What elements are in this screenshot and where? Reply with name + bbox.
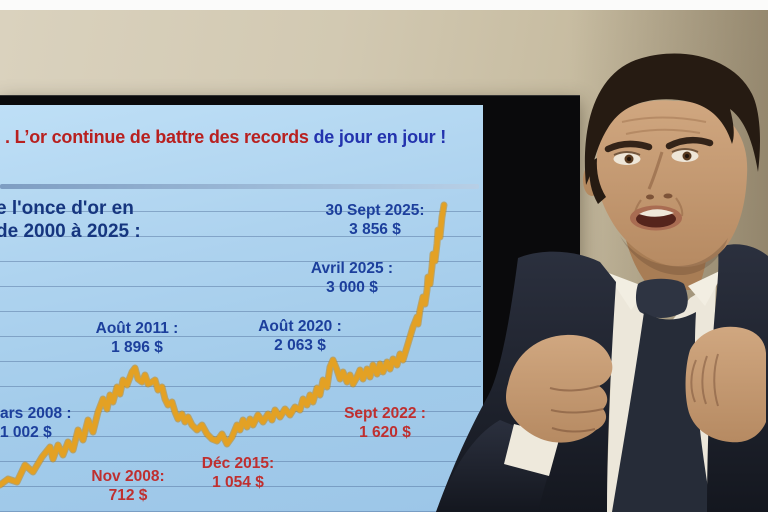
annotation-line: ars 2008 : [0,405,72,422]
nostril [646,194,654,200]
nostril [663,193,673,199]
chart-annotation-nov-2008: Nov 2008: 712 $ [91,467,164,505]
annotation-line: Août 2020 : [258,318,342,335]
annotation-line: 2 063 $ [274,337,326,354]
top-white-bar [0,0,768,10]
presenter-hand-right [685,326,766,443]
presenter-hand-left [506,334,613,443]
tie-knot [635,278,688,318]
chart-annotation-aout-2011: Août 2011 : 1 896 $ [96,319,179,357]
presenter-nose [647,151,664,190]
annotation-line: 1 054 $ [212,474,264,491]
gold-price-chart [0,201,448,489]
gold-price-line [0,202,447,488]
chin-shadow [620,236,728,276]
chart-subtitle: e l'once d'or en de 2000 à 2025 : [0,197,141,243]
slide-title-red: . L’or continue de battre des records [5,127,309,147]
annotation-line: Nov 2008: [91,468,165,485]
annotation-line: 3 856 $ [349,221,401,238]
annotation-line: Sept 2022 : [344,405,426,422]
shirt-collar-right [688,268,726,306]
chart-annotation-dec-2015: Déc 2015: 1 054 $ [202,454,274,492]
annotation-line: Avril 2025 : [310,260,394,277]
presenter-eyebrows [604,136,714,153]
annotation-line: 712 $ [108,487,148,504]
presenter-sideburn [589,158,606,204]
chart-annotation-sept-2025: 30 Sept 2025: 3 856 $ [325,201,424,239]
annotation-line: Déc 2015: [201,455,275,472]
chart-subtitle-line: de 2000 à 2025 : [0,221,141,242]
tie [612,312,712,512]
chart-subtitle-line: e l'once d'or en [0,198,134,219]
forehead-lines [621,116,707,135]
annotation-line: 30 Sept 2025: [325,202,425,219]
chart-annotation-sept-2022: Sept 2022 : 1 620 $ [344,404,426,442]
tv-screen: . L’or continue de battre des records de… [0,95,580,512]
annotation-line: 1 620 $ [359,424,411,441]
annotation-line: 1 002 $ [0,424,52,441]
presenter-eyes [613,148,699,165]
title-divider [0,184,479,189]
presentation-slide: . L’or continue de battre des records de… [0,105,483,512]
presenter-mouth [630,205,682,231]
chart-gridlines [0,187,481,512]
annotation-line: 1 896 $ [111,339,163,356]
chart-annotation-avril-2025: Avril 2025 : 3 000 $ [311,259,393,297]
chart-annotation-mars-2008: ars 2008 : 1 002 $ [0,404,72,442]
annotation-line: 3 000 $ [326,279,378,296]
slide-title: . L’or continue de battre des records de… [5,127,483,148]
annotation-line: Août 2011 : [95,320,179,337]
slide-title-blue: de jour en jour ! [308,127,447,147]
presenter-hair [584,53,760,185]
chart-annotation-aout-2020: Août 2020 : 2 063 $ [258,317,342,355]
